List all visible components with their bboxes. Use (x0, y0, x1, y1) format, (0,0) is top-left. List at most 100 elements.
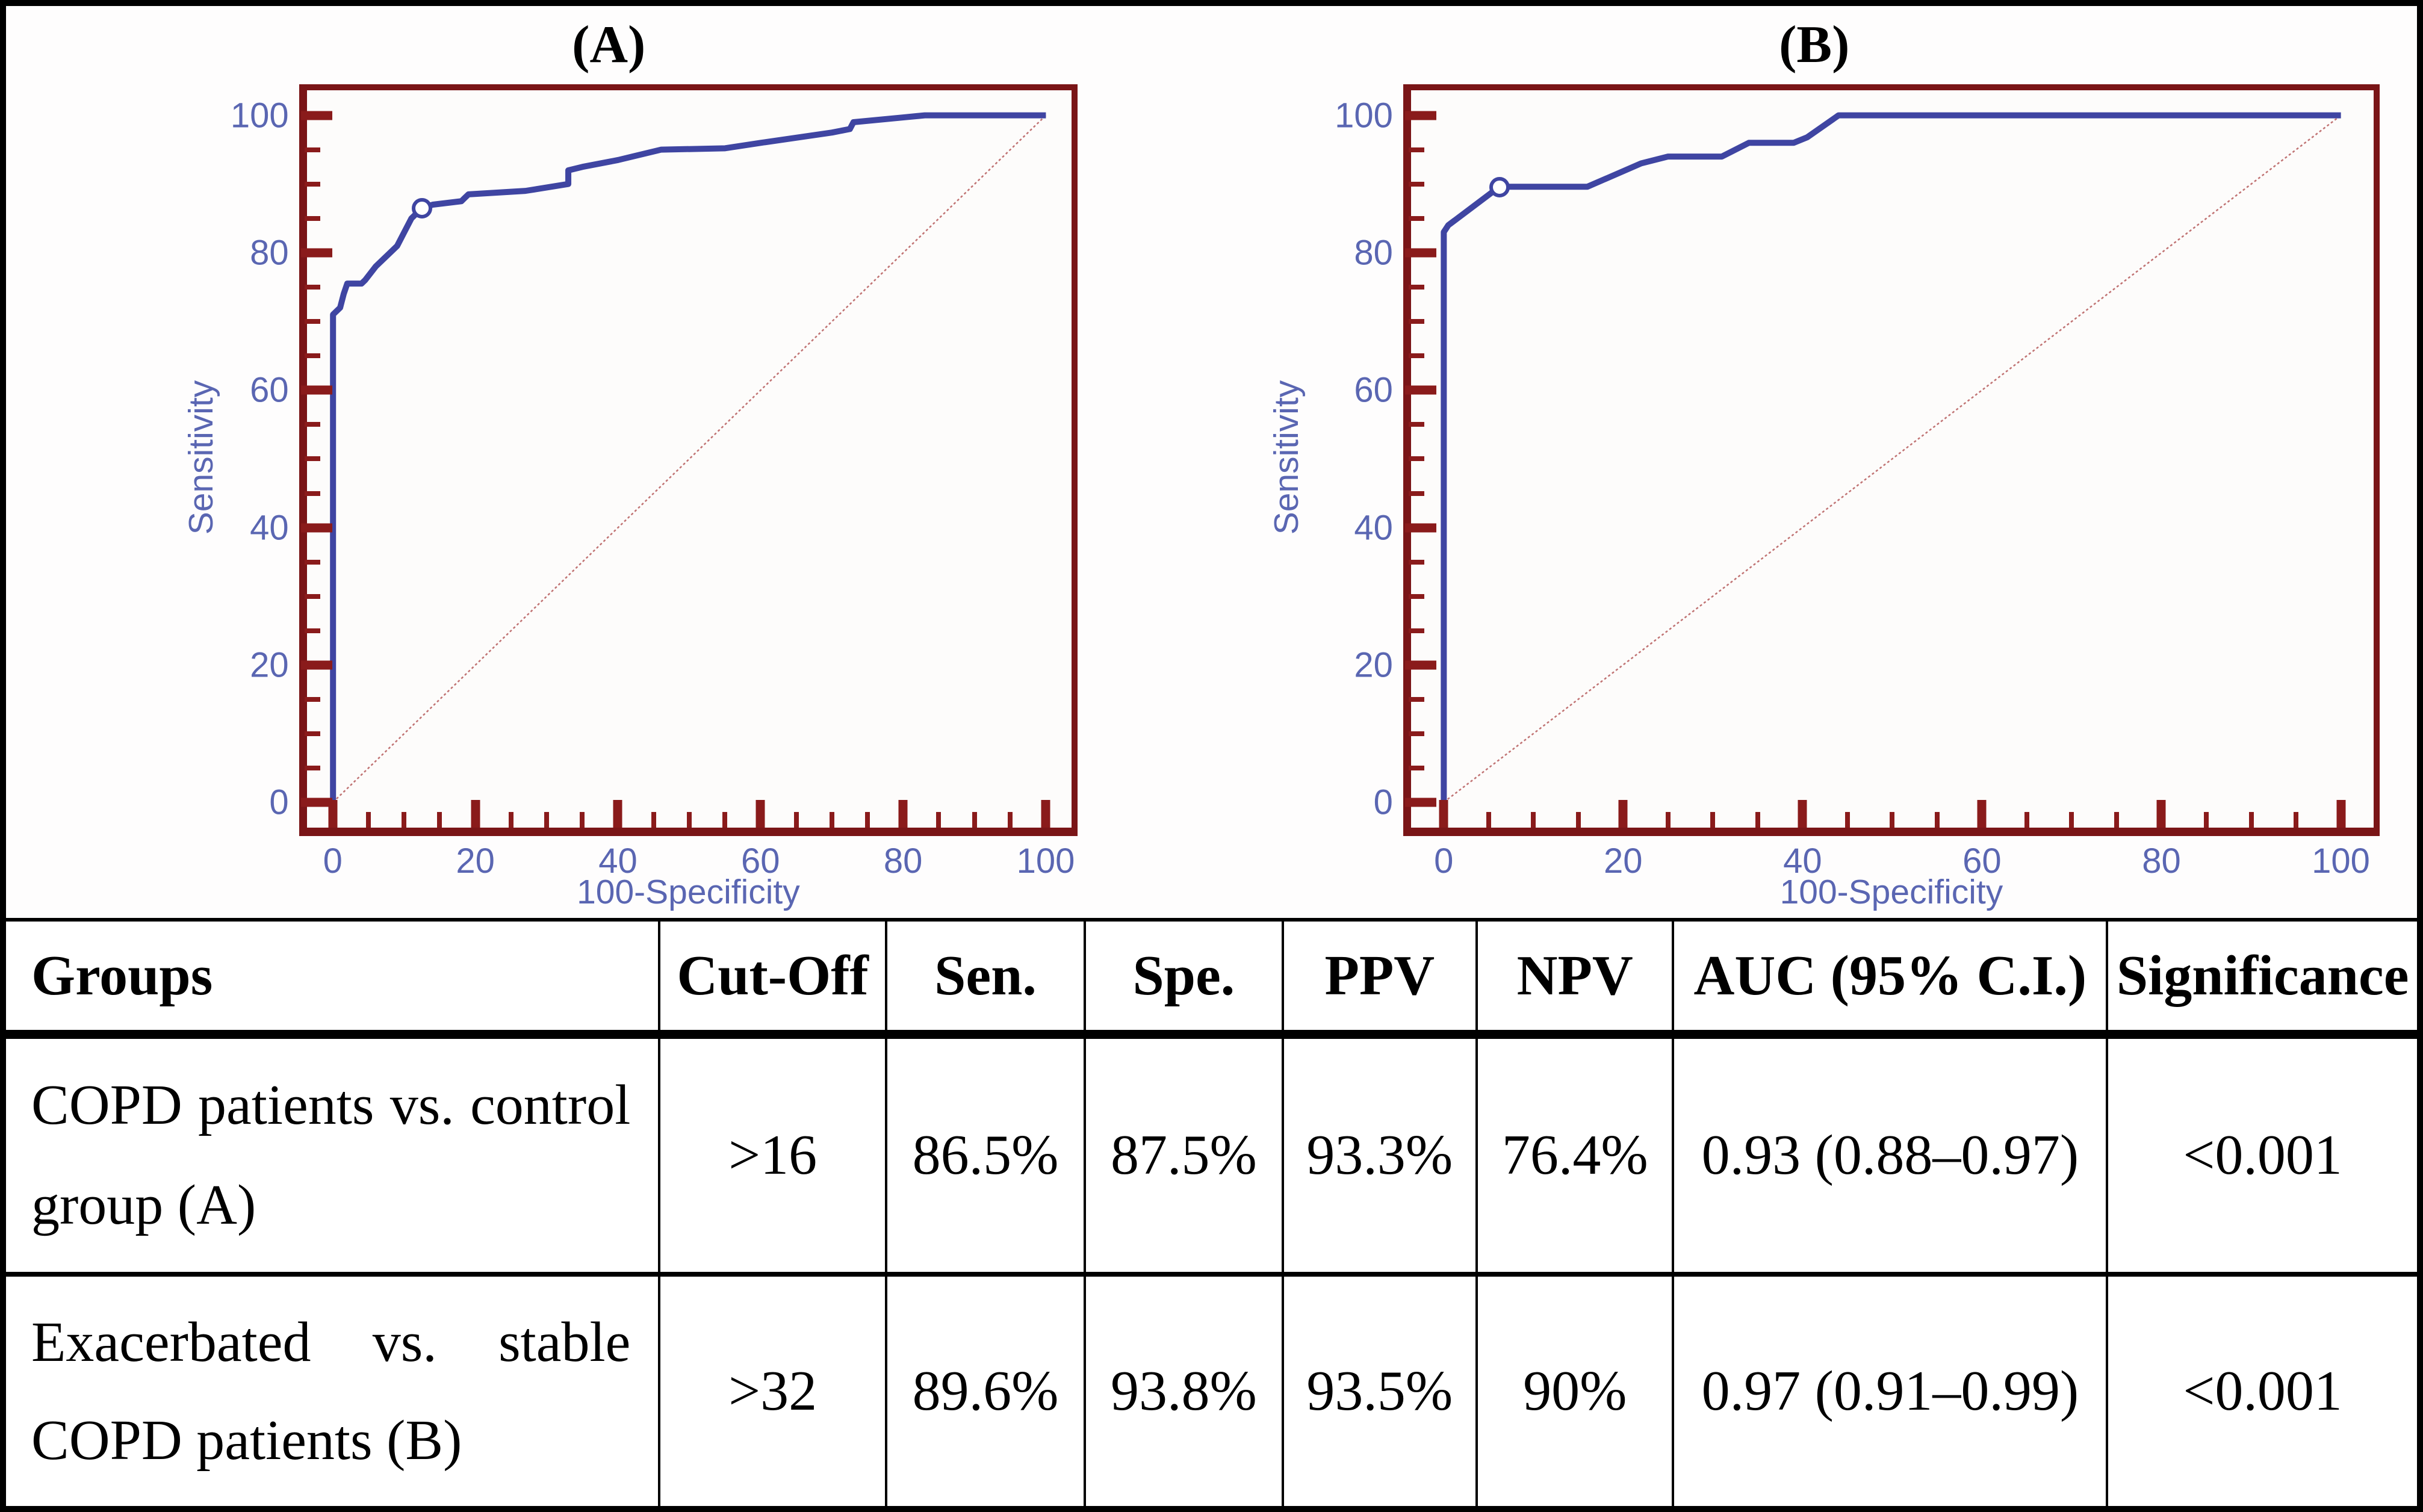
x-axis-label-a: 100-Specificity (577, 873, 800, 912)
y-axis-tick (300, 798, 332, 807)
y-axis-tick (1404, 248, 1436, 258)
x-axis-tick (651, 811, 656, 828)
y-axis-tick-label: 60 (250, 370, 289, 410)
group-name: Exacerbated vs. stable COPD patients (B) (31, 1277, 630, 1506)
group-line-2: group (A) (31, 1173, 256, 1236)
y-axis-tick (304, 216, 320, 222)
y-axis-label-a: Sensitivity (182, 380, 221, 535)
panel-a-title: (A) (572, 16, 646, 74)
y-axis-tick-label: 100 (1335, 96, 1393, 135)
y-axis-tick (1404, 111, 1436, 120)
y-axis-tick (300, 523, 332, 533)
cell-groups: COPD patients vs. control group (A) (6, 1034, 661, 1277)
y-axis-tick (304, 628, 320, 633)
x-axis-tick-label: 100 (2312, 841, 2370, 881)
cell-ppv: 93.5% (1282, 1274, 1478, 1506)
y-axis-tick (304, 696, 320, 702)
cell-cutoff: >32 (659, 1274, 887, 1506)
cutoff-marker (411, 197, 432, 218)
x-axis-tick (1890, 811, 1895, 828)
x-axis-tick (2248, 811, 2254, 828)
y-axis-tick-label: 60 (1354, 370, 1393, 410)
x-axis-tick (2336, 799, 2346, 828)
y-axis-tick (1408, 491, 1424, 496)
cell-cutoff: >16 (659, 1034, 887, 1277)
y-axis-tick-label: 80 (250, 233, 289, 273)
cell-auc: 0.93 (0.88–0.97) (1673, 1034, 2109, 1277)
x-axis-tick-label: 100 (1016, 841, 1075, 881)
x-axis-tick (437, 811, 442, 828)
header-significance: Significance (2107, 920, 2417, 1039)
table-header-row: Groups Cut-Off Sen. Spe. PPV NPV AUC (95… (6, 920, 2417, 1039)
roc-curve-svg (307, 90, 1072, 827)
x-axis-tick (1844, 811, 1850, 828)
x-axis-tick (1439, 799, 1448, 828)
header-cutoff: Cut-Off (659, 920, 887, 1039)
group-name: COPD patients vs. control group (A) (31, 1039, 631, 1269)
group-line-1: COPD patients vs. control (31, 1074, 631, 1137)
y-axis-tick (300, 385, 332, 395)
y-axis-tick (304, 285, 320, 290)
y-axis-tick (304, 456, 320, 462)
y-axis-tick (1408, 559, 1424, 565)
cell-npv: 76.4% (1477, 1034, 1675, 1277)
group-line-1: Exacerbated vs. stable (31, 1310, 631, 1374)
x-axis-tick (686, 811, 692, 828)
y-axis-tick (304, 593, 320, 599)
y-axis-tick (304, 353, 320, 359)
header-auc: AUC (95% C.I.) (1673, 920, 2109, 1039)
x-axis-tick (2294, 811, 2299, 828)
x-axis-tick (613, 799, 622, 828)
cell-significance: <0.001 (2107, 1034, 2417, 1277)
x-axis-tick (1934, 811, 1940, 828)
x-axis-tick (544, 811, 550, 828)
y-axis-tick (1404, 660, 1436, 670)
y-axis-tick (300, 660, 332, 670)
y-axis-tick-label: 40 (1354, 508, 1393, 548)
panel-b-title: (B) (1779, 16, 1850, 74)
y-axis-tick (1408, 456, 1424, 462)
x-axis-tick (793, 811, 799, 828)
diagonal-reference-line (333, 116, 1046, 802)
y-axis-tick (304, 765, 320, 770)
cell-spe: 87.5% (1085, 1034, 1284, 1277)
y-axis-tick (304, 182, 320, 187)
y-axis-tick (1408, 216, 1424, 222)
roc-plot-a: 0 0 20 20 40 40 60 60 80 80 100 100 (231, 84, 1078, 881)
cell-auc: 0.97 (0.91–0.99) (1673, 1274, 2109, 1506)
header-npv: NPV (1477, 920, 1675, 1039)
roc-panel-a: (A) 0 0 20 20 40 40 60 60 80 80 100 100 Sensitivity… (6, 6, 1212, 918)
y-axis-tick (1404, 385, 1436, 395)
x-axis-tick (1798, 799, 1807, 828)
cutoff-marker (1489, 176, 1510, 197)
table-row-copd-vs-control: COPD patients vs. control group (A) >16 … (6, 1034, 2417, 1277)
x-axis-tick-label: 0 (1434, 841, 1454, 881)
y-axis-tick (1408, 319, 1424, 324)
y-axis-tick (1408, 182, 1424, 187)
y-axis-tick (304, 319, 320, 324)
y-axis-tick (304, 491, 320, 496)
roc-curve-svg (1411, 90, 2374, 827)
x-axis-tick (471, 799, 480, 828)
cell-npv: 90% (1477, 1274, 1675, 1506)
x-axis-tick-label: 0 (323, 841, 343, 881)
y-axis-tick (1408, 422, 1424, 427)
x-axis-tick (864, 811, 870, 828)
y-axis-tick (1408, 628, 1424, 633)
x-axis-tick (972, 811, 977, 828)
x-axis-tick (2156, 799, 2166, 828)
y-axis-tick-label: 20 (250, 645, 289, 685)
cell-sen: 89.6% (886, 1274, 1087, 1506)
x-axis-tick-label: 20 (1604, 841, 1643, 881)
x-axis-tick (2114, 811, 2119, 828)
x-axis-tick (936, 811, 942, 828)
y-axis-tick (1408, 731, 1424, 736)
y-axis-tick (1404, 798, 1436, 807)
x-axis-tick (2069, 811, 2074, 828)
group-line-2: COPD patients (B) (31, 1408, 462, 1472)
x-axis-tick (1041, 799, 1050, 828)
y-axis-tick (304, 559, 320, 565)
x-axis-tick (1977, 799, 1987, 828)
x-axis-tick (1618, 799, 1628, 828)
